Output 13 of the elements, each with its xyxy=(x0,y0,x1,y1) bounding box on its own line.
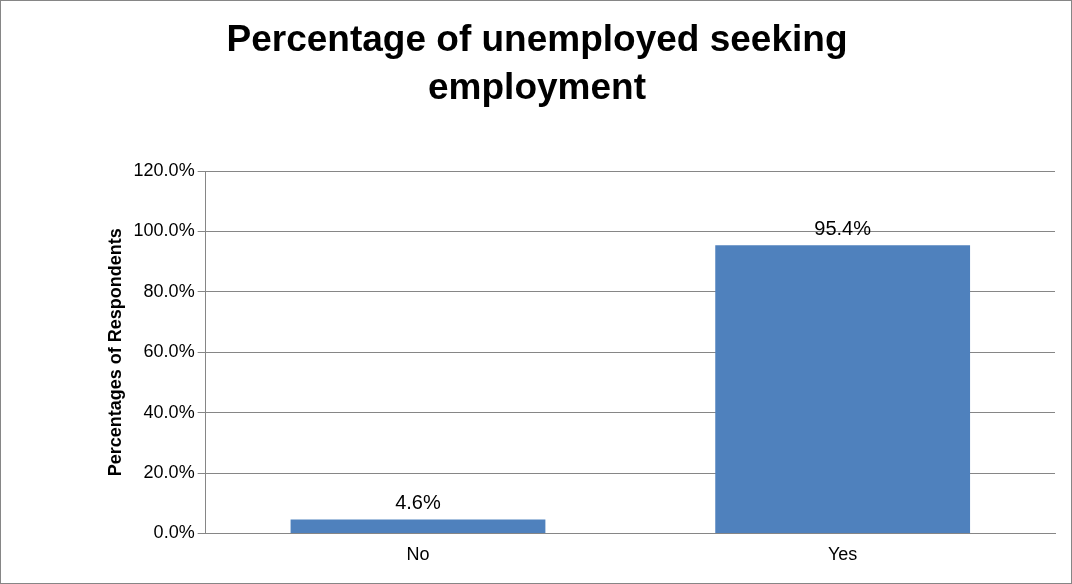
y-tick-label: 0.0% xyxy=(153,522,195,543)
x-tick-label: Yes xyxy=(827,544,858,565)
data-label: 4.6% xyxy=(395,491,441,514)
chart-title: Percentage of unemployed seeking employment xyxy=(225,17,849,109)
y-axis-title: Percentages of Respondents xyxy=(104,228,125,477)
y-tick-label: 120.0% xyxy=(133,159,195,180)
y-tick-label: 20.0% xyxy=(143,461,195,482)
y-tick-label: 80.0% xyxy=(143,280,195,301)
y-tick-label: 40.0% xyxy=(143,401,195,422)
x-tick-label: No xyxy=(406,544,430,565)
y-tick-label: 100.0% xyxy=(133,220,195,241)
y-tick-label: 60.0% xyxy=(143,341,195,362)
data-label: 95.4% xyxy=(814,216,872,239)
